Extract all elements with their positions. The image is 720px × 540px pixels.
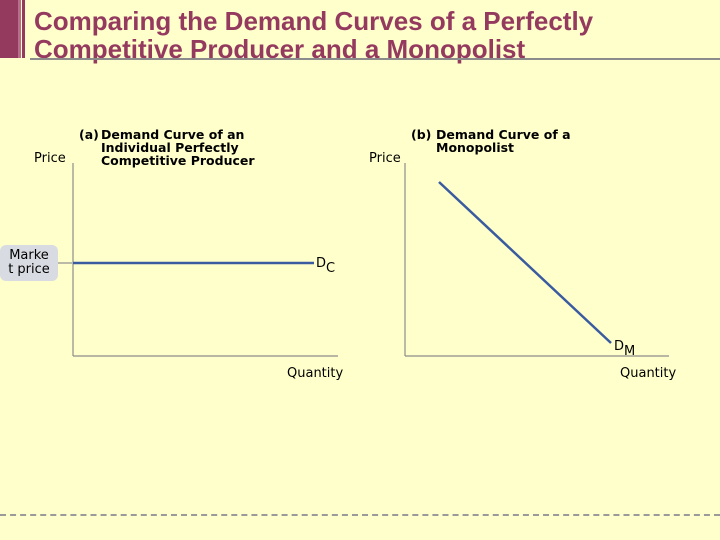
panel-a-tag: (a) (79, 127, 99, 142)
title-accent-bar-inner (22, 0, 25, 58)
panel-b-curve-letter: D (614, 339, 625, 354)
market-price-label: Marke t price (0, 245, 58, 281)
panel-b-y-axis-label: Price (369, 151, 401, 166)
panel-a-curve-subscript: C (326, 261, 336, 276)
panel-b-x-axis-label: Quantity (620, 366, 677, 381)
panel-b-heading: (b) Demand Curve of a Monopolist (411, 128, 611, 158)
panel-a-heading: (a) Demand Curve of an Individual Perfec… (79, 128, 299, 172)
panel-b-heading-text: Demand Curve of a Monopolist (436, 127, 571, 155)
market-price-text: Marke t price (8, 248, 50, 277)
panel-b-demand-curve (438, 181, 612, 344)
panel-a-y-axis-label: Price (34, 151, 66, 166)
panel-b-curve-subscript: M (624, 344, 636, 359)
panel-b-curve-label: DM (614, 339, 635, 359)
panel-a-x-axis-label: Quantity (287, 366, 344, 381)
title-divider (30, 58, 720, 60)
panel-a-curve-letter: D (316, 256, 327, 271)
bottom-dashed-divider (0, 514, 720, 516)
panel-b-tag: (b) (411, 127, 432, 142)
title-accent-stripe (18, 0, 21, 58)
slide-title-line-1: Comparing the Demand Curves of a Perfect… (34, 6, 594, 36)
panel-a-heading-text: Demand Curve of an Individual Perfectly … (101, 127, 255, 168)
title-accent-bar (0, 0, 18, 58)
panel-a-curve-label: DC (316, 256, 335, 276)
